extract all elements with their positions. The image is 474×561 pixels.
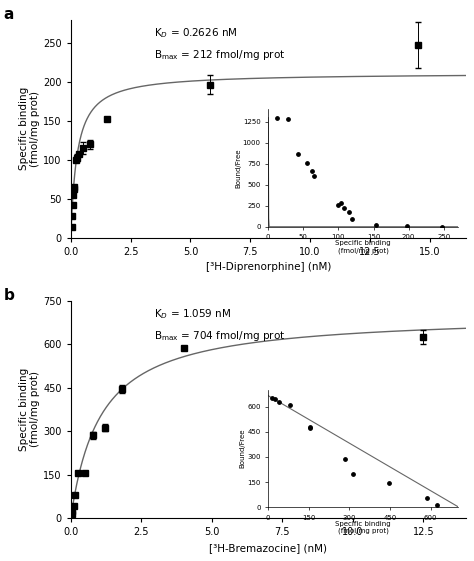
Text: K$_D$ = 0.2626 nM: K$_D$ = 0.2626 nM xyxy=(154,26,237,40)
Text: a: a xyxy=(4,7,14,22)
Y-axis label: Specific binding
(fmol/mg prot): Specific binding (fmol/mg prot) xyxy=(19,367,40,451)
X-axis label: [³H-Diprenorphine] (nM): [³H-Diprenorphine] (nM) xyxy=(206,262,331,272)
Text: B$_{\rm max}$ = 704 fmol/mg prot: B$_{\rm max}$ = 704 fmol/mg prot xyxy=(154,329,285,343)
Y-axis label: Specific binding
(fmol/mg prot): Specific binding (fmol/mg prot) xyxy=(19,87,40,171)
Text: b: b xyxy=(4,288,15,302)
X-axis label: [³H-Bremazocine] (nM): [³H-Bremazocine] (nM) xyxy=(209,542,327,553)
Text: B$_{\rm max}$ = 212 fmol/mg prot: B$_{\rm max}$ = 212 fmol/mg prot xyxy=(154,48,285,62)
Text: K$_D$ = 1.059 nM: K$_D$ = 1.059 nM xyxy=(154,307,231,321)
